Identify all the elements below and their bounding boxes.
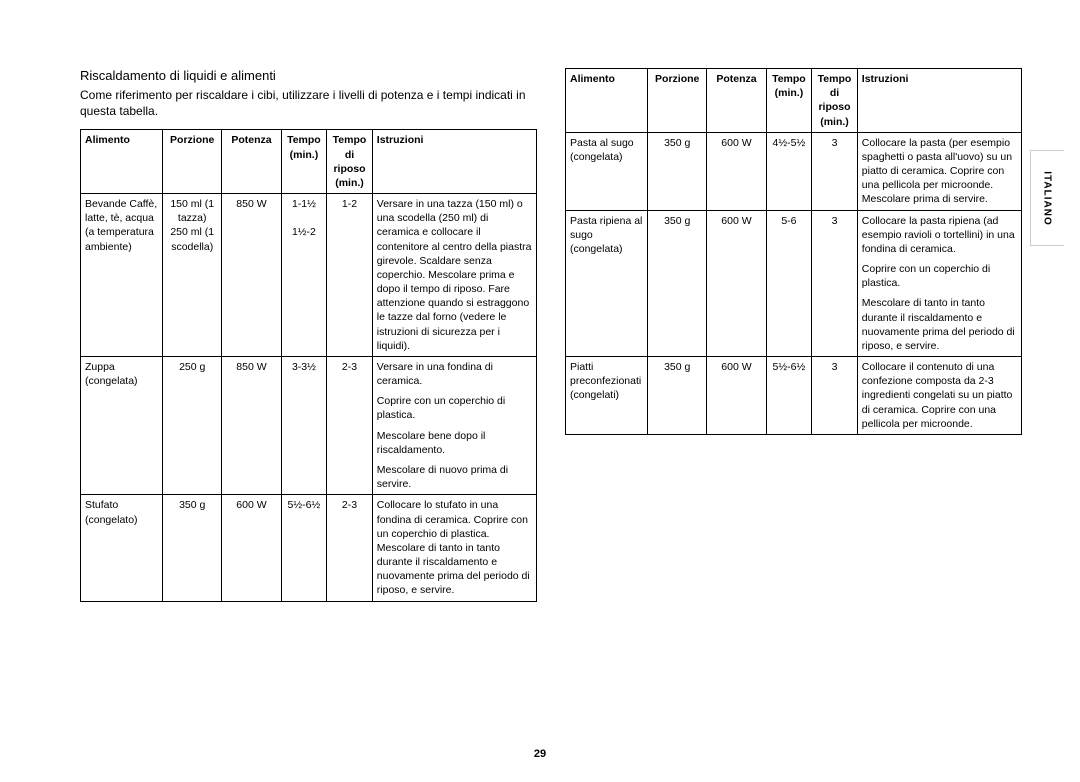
cell-riposo: 2-3 xyxy=(327,495,373,601)
table-row: Zuppa (congelata)250 g850 W3-3½2-3Versar… xyxy=(81,356,537,494)
cell-istruzioni: Collocare il contenuto di una confezione… xyxy=(857,357,1021,435)
cell-porzione: 350 g xyxy=(648,357,707,435)
col-porzione: Porzione xyxy=(648,69,707,133)
cell-tempo: 5½-6½ xyxy=(281,495,327,601)
cell-porzione: 150 ml (1 tazza) 250 ml (1 scodella) xyxy=(163,194,222,357)
instruction-paragraph: Mescolare di tanto in tanto durante il r… xyxy=(862,296,1017,353)
col-tempo: Tempo (min.) xyxy=(281,130,327,194)
cell-alimento: Piatti preconfezionati (congelati) xyxy=(566,357,648,435)
col-riposo: Tempo di riposo (min.) xyxy=(812,69,858,133)
col-potenza: Potenza xyxy=(707,69,766,133)
cell-potenza: 850 W xyxy=(222,356,281,494)
col-istruzioni: Istruzioni xyxy=(857,69,1021,133)
table-row: Bevande Caffè, latte, tè, acqua (a tempe… xyxy=(81,194,537,357)
cell-alimento: Stufato (congelato) xyxy=(81,495,163,601)
instruction-paragraph: Collocare la pasta (per esempio spaghett… xyxy=(862,136,1017,207)
cell-istruzioni: Collocare la pasta (per esempio spaghett… xyxy=(857,132,1021,210)
table-row: Piatti preconfezionati (congelati)350 g6… xyxy=(566,357,1022,435)
cell-alimento: Bevande Caffè, latte, tè, acqua (a tempe… xyxy=(81,194,163,357)
language-tab-label: ITALIANO xyxy=(1042,171,1053,225)
cell-tempo: 5½-6½ xyxy=(766,357,812,435)
table-row: Stufato (congelato)350 g600 W5½-6½2-3Col… xyxy=(81,495,537,601)
cell-istruzioni: Versare in una fondina di ceramica. Copri… xyxy=(372,356,536,494)
cell-potenza: 600 W xyxy=(707,132,766,210)
cell-istruzioni: Collocare la pasta ripiena (ad esempio r… xyxy=(857,210,1021,357)
instruction-paragraph: Mescolare bene dopo il riscaldamento. xyxy=(377,429,532,457)
cell-tempo: 1-1½ 1½-2 xyxy=(281,194,327,357)
cell-potenza: 600 W xyxy=(222,495,281,601)
cell-alimento: Pasta al sugo (congelata) xyxy=(566,132,648,210)
cell-riposo: 3 xyxy=(812,357,858,435)
cell-riposo: 3 xyxy=(812,210,858,357)
instruction-paragraph: Coprire con un coperchio di plastica. xyxy=(862,262,1017,290)
instruction-paragraph: Versare in una tazza (150 ml) o una scod… xyxy=(377,197,532,353)
cell-potenza: 600 W xyxy=(707,210,766,357)
cell-porzione: 350 g xyxy=(648,210,707,357)
cell-porzione: 350 g xyxy=(163,495,222,601)
col-istruzioni: Istruzioni xyxy=(372,130,536,194)
cell-tempo: 3-3½ xyxy=(281,356,327,494)
instruction-paragraph: Collocare lo stufato in una fondina di c… xyxy=(377,498,532,597)
instruction-paragraph: Collocare il contenuto di una confezione… xyxy=(862,360,1017,431)
cell-istruzioni: Collocare lo stufato in una fondina di c… xyxy=(372,495,536,601)
cell-porzione: 250 g xyxy=(163,356,222,494)
cell-porzione: 350 g xyxy=(648,132,707,210)
col-tempo: Tempo (min.) xyxy=(766,69,812,133)
table-row: Pasta ripiena al sugo (congelata)350 g60… xyxy=(566,210,1022,357)
cell-riposo: 3 xyxy=(812,132,858,210)
col-alimento: Alimento xyxy=(566,69,648,133)
cell-alimento: Pasta ripiena al sugo (congelata) xyxy=(566,210,648,357)
col-potenza: Potenza xyxy=(222,130,281,194)
cell-tempo: 5-6 xyxy=(766,210,812,357)
instruction-paragraph: Coprire con un coperchio di plastica. xyxy=(377,394,532,422)
section-intro: Come riferimento per riscaldare i cibi, … xyxy=(80,87,537,119)
instruction-paragraph: Mescolare di nuovo prima di servire. xyxy=(377,463,532,491)
col-alimento: Alimento xyxy=(81,130,163,194)
instruction-paragraph: Versare in una fondina di ceramica. xyxy=(377,360,532,388)
instruction-paragraph: Collocare la pasta ripiena (ad esempio r… xyxy=(862,214,1017,257)
cell-potenza: 600 W xyxy=(707,357,766,435)
cell-alimento: Zuppa (congelata) xyxy=(81,356,163,494)
table-header-row: Alimento Porzione Potenza Tempo (min.) T… xyxy=(566,69,1022,133)
table-row: Pasta al sugo (congelata)350 g600 W4½-5½… xyxy=(566,132,1022,210)
language-tab: ITALIANO xyxy=(1030,150,1064,246)
right-column: Alimento Porzione Potenza Tempo (min.) T… xyxy=(565,68,1022,602)
reheating-table-left: Alimento Porzione Potenza Tempo (min.) T… xyxy=(80,129,537,601)
col-porzione: Porzione xyxy=(163,130,222,194)
col-riposo: Tempo di riposo (min.) xyxy=(327,130,373,194)
cell-potenza: 850 W xyxy=(222,194,281,357)
page-number: 29 xyxy=(0,748,1080,760)
cell-riposo: 1-2 xyxy=(327,194,373,357)
left-column: Riscaldamento di liquidi e alimenti Come… xyxy=(80,68,537,602)
page-content: Riscaldamento di liquidi e alimenti Come… xyxy=(0,0,1080,632)
cell-riposo: 2-3 xyxy=(327,356,373,494)
reheating-table-right: Alimento Porzione Potenza Tempo (min.) T… xyxy=(565,68,1022,435)
table-header-row: Alimento Porzione Potenza Tempo (min.) T… xyxy=(81,130,537,194)
cell-istruzioni: Versare in una tazza (150 ml) o una scod… xyxy=(372,194,536,357)
cell-tempo: 4½-5½ xyxy=(766,132,812,210)
section-heading: Riscaldamento di liquidi e alimenti xyxy=(80,68,537,83)
